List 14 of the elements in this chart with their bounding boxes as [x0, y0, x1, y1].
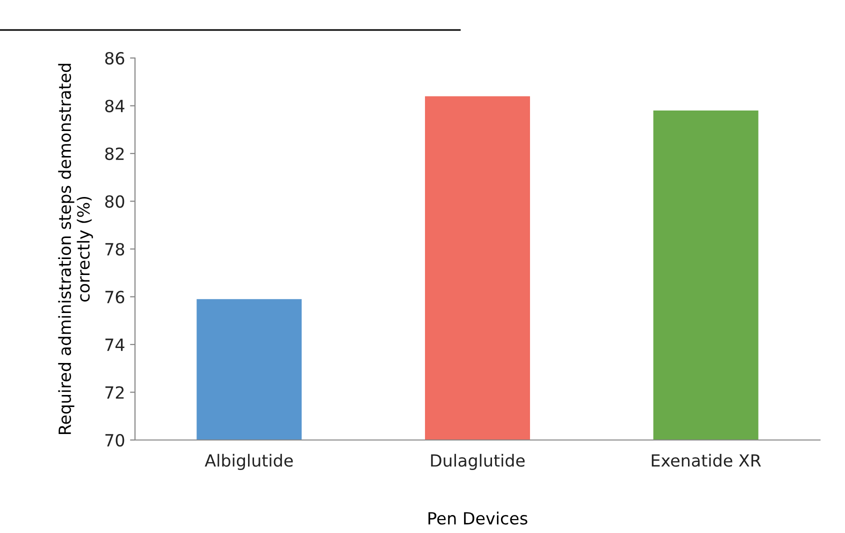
y-tick-label: 78: [105, 242, 124, 256]
y-tick-label: 74: [105, 338, 124, 351]
x-axis-title: Pen Devices: [428, 512, 528, 525]
y-tick-label: 72: [105, 386, 124, 399]
x-tick-label: Exenatide XR: [652, 454, 761, 467]
y-axis-title: Required administration steps demonstrated correctly (%): [58, 64, 93, 434]
y-tick-label: 82: [105, 147, 124, 160]
y-tick-label: 76: [105, 290, 124, 304]
y-tick-label: 80: [105, 195, 124, 208]
x-tick-label: Dulaglutide: [431, 454, 525, 470]
x-tick-label: Albiglutide: [204, 454, 293, 470]
y-tick-label: 84: [105, 100, 124, 112]
y-tick-label: 86: [105, 52, 124, 65]
y-tick-label: 70: [105, 434, 124, 447]
